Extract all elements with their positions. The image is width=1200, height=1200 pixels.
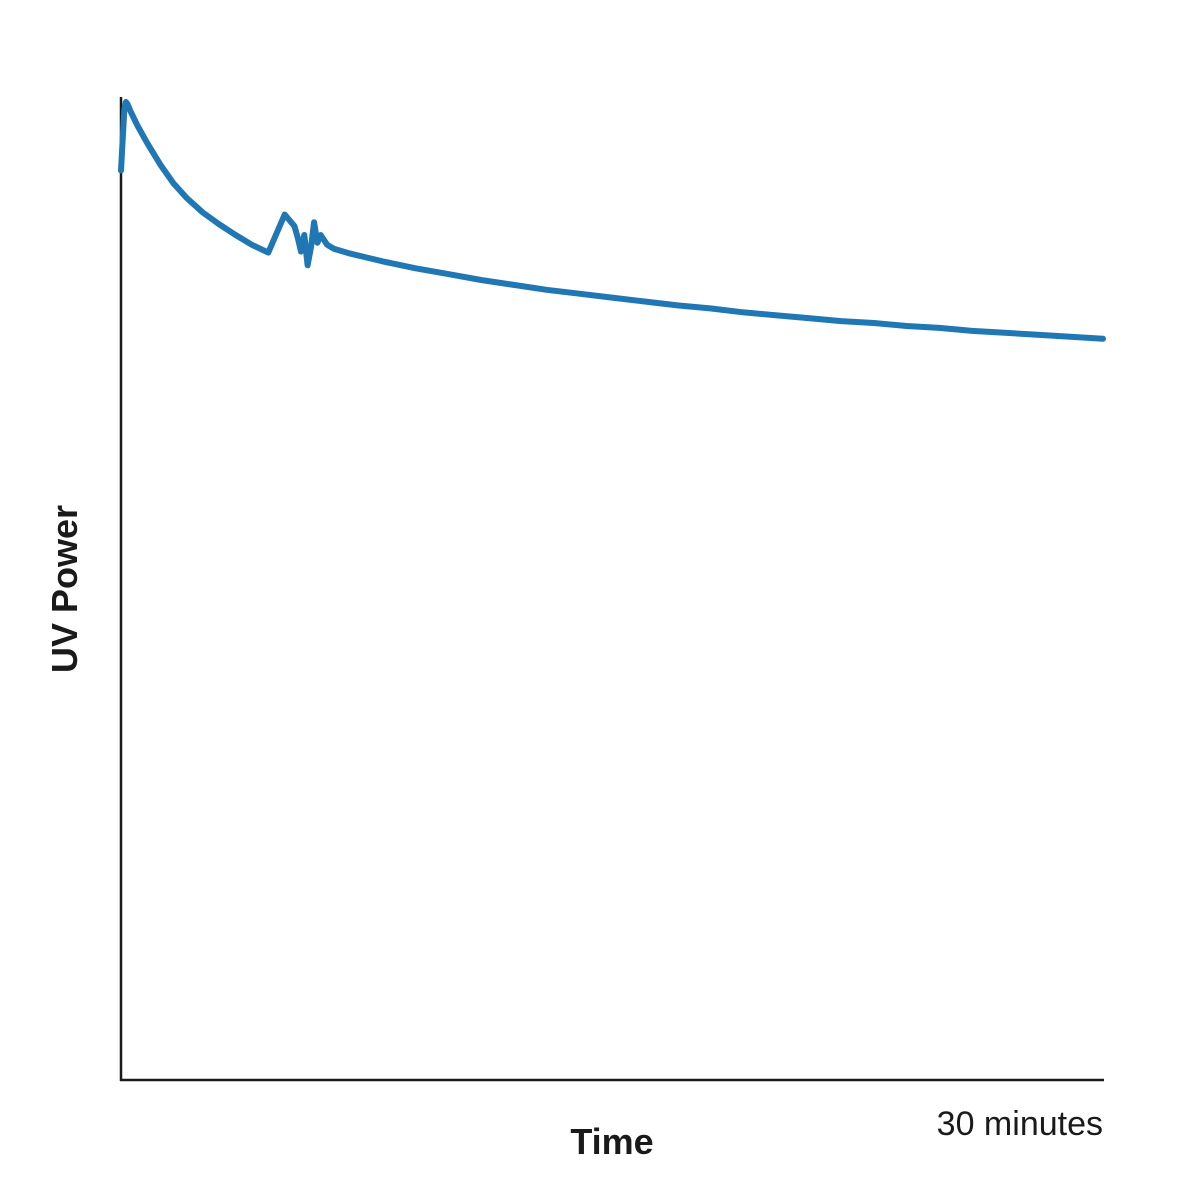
y-axis-title: UV Power xyxy=(44,505,85,673)
x-axis-title: Time xyxy=(570,1121,653,1162)
uv-power-series-line xyxy=(118,99,1106,342)
x-tick-label: 30 minutes xyxy=(937,1105,1103,1143)
